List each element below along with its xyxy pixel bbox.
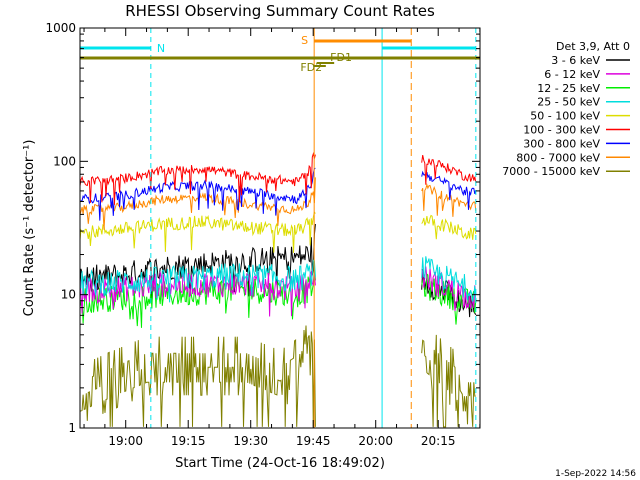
- chart-title: RHESSI Observing Summary Count Rates: [125, 2, 435, 20]
- y-tick-label: 1: [68, 421, 76, 435]
- series-25-50-kev: [79, 256, 477, 303]
- legend-label: 800 - 7000 keV: [516, 151, 600, 164]
- series-trace: [79, 152, 316, 205]
- y-axis-label: Count Rate (s⁻¹ detector⁻¹): [22, 140, 37, 317]
- series-trace: [79, 210, 316, 253]
- legend-label: 12 - 25 keV: [537, 82, 600, 95]
- series-7000-15000-kev: [79, 325, 476, 428]
- series-trace: [79, 259, 316, 303]
- legend-label: 50 - 100 keV: [530, 110, 600, 123]
- legend-label: 6 - 12 keV: [544, 68, 600, 81]
- legend-title: Det 3,9, Att 0: [556, 40, 630, 53]
- x-tick-label: 19:00: [108, 434, 143, 448]
- legend-label: 7000 - 15000 keV: [502, 165, 600, 178]
- y-tick-label: 100: [53, 154, 76, 168]
- fd1-label: FD1: [330, 51, 352, 64]
- x-tick-label: 19:15: [171, 434, 206, 448]
- legend-label: 25 - 50 keV: [537, 96, 600, 109]
- night-label: N: [157, 42, 165, 55]
- x-tick-label: 20:00: [358, 434, 393, 448]
- legend-label: 300 - 800 keV: [523, 137, 600, 150]
- x-tick-label: 20:15: [421, 434, 456, 448]
- plot-frame: [79, 27, 481, 429]
- series-trace: [421, 154, 477, 185]
- series-trace: [421, 170, 477, 210]
- series-trace: [421, 273, 477, 325]
- series-trace: [421, 183, 477, 217]
- series-trace: [421, 266, 477, 312]
- series-trace: [421, 334, 476, 428]
- series-trace: [79, 325, 316, 427]
- series-trace: [421, 214, 477, 240]
- legend-label: 100 - 300 keV: [523, 124, 600, 137]
- series-trace: [421, 256, 477, 302]
- y-tick-label: 1000: [45, 21, 76, 35]
- legend-label: 3 - 6 keV: [551, 54, 600, 67]
- series-trace: [79, 223, 316, 302]
- series-100-300-kev: [79, 152, 477, 205]
- x-axis-label: Start Time (24-Oct-16 18:49:02): [175, 456, 385, 471]
- y-tick-label: 10: [61, 288, 76, 302]
- series-trace: [79, 167, 316, 221]
- x-tick-label: 19:45: [296, 434, 331, 448]
- footer-date: 1-Sep-2022 14:56: [555, 469, 636, 479]
- series-50-100-kev: [79, 210, 477, 253]
- fd2-label: FD2: [300, 61, 322, 74]
- x-tick-label: 19:30: [233, 434, 268, 448]
- series-300-800-kev: [79, 167, 477, 221]
- saa-label: S: [301, 34, 308, 47]
